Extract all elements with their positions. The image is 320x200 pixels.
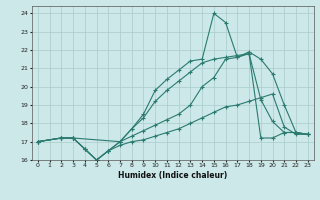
X-axis label: Humidex (Indice chaleur): Humidex (Indice chaleur) [118,171,228,180]
